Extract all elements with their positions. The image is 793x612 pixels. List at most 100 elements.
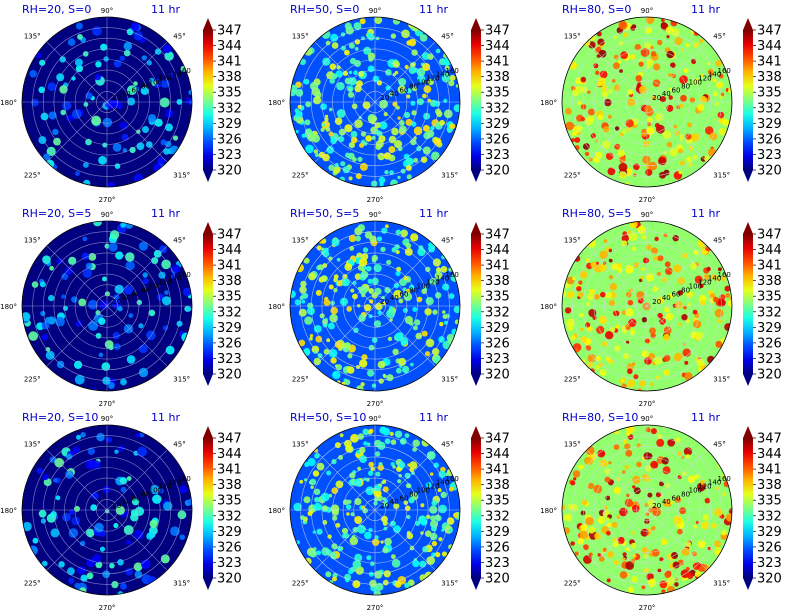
field-blob bbox=[295, 81, 302, 88]
field-blob bbox=[440, 491, 447, 498]
field-blob bbox=[667, 438, 676, 447]
field-blob bbox=[330, 306, 338, 315]
field-blob bbox=[38, 509, 47, 518]
field-blob bbox=[366, 442, 371, 447]
field-blob bbox=[596, 325, 605, 334]
field-blob bbox=[408, 38, 417, 47]
radial-tick-label: 140 bbox=[436, 71, 449, 79]
field-blob bbox=[581, 499, 588, 506]
field-blob bbox=[389, 306, 393, 310]
field-blob bbox=[601, 341, 607, 347]
field-blob bbox=[619, 156, 626, 163]
colorbar-tick-label: 329 bbox=[217, 321, 242, 336]
field-blob bbox=[119, 477, 128, 485]
field-blob bbox=[49, 265, 54, 271]
field-blob bbox=[133, 529, 144, 540]
field-blob bbox=[692, 154, 698, 160]
field-blob bbox=[706, 61, 711, 66]
field-blob bbox=[628, 232, 638, 242]
colorbar-tick-label: 347 bbox=[217, 432, 242, 447]
field-blob bbox=[604, 476, 611, 483]
field-blob bbox=[408, 497, 415, 504]
field-blob bbox=[653, 63, 661, 71]
field-blob bbox=[670, 62, 676, 68]
field-blob bbox=[565, 121, 574, 131]
field-blob bbox=[688, 162, 693, 167]
field-blob bbox=[388, 92, 394, 97]
field-blob bbox=[715, 277, 720, 282]
field-blob bbox=[330, 33, 339, 42]
field-blob bbox=[82, 236, 88, 242]
field-blob bbox=[654, 236, 659, 242]
field-blob bbox=[678, 148, 683, 154]
field-blob bbox=[689, 97, 696, 103]
field-blob bbox=[322, 505, 328, 511]
field-blob bbox=[48, 294, 55, 302]
colorbar-tick-label: 338 bbox=[757, 274, 782, 289]
field-blob bbox=[171, 264, 181, 273]
field-blob bbox=[109, 562, 115, 569]
field-blob bbox=[391, 247, 397, 253]
colorbar-tick-label: 323 bbox=[217, 556, 242, 571]
panel-title: RH=50, S=0 bbox=[290, 3, 359, 16]
angle-tick-label: 90° bbox=[101, 7, 113, 15]
field-blob bbox=[347, 91, 355, 98]
polar-outline bbox=[21, 220, 193, 392]
field-blob bbox=[405, 165, 412, 171]
field-blob bbox=[424, 308, 432, 316]
field-blob bbox=[674, 496, 681, 503]
colorbar-tick-label: 326 bbox=[757, 132, 782, 147]
field-blob bbox=[360, 131, 367, 137]
field-blob bbox=[408, 579, 415, 586]
angle-tick-label: 180° bbox=[0, 507, 17, 515]
angle-tick-label: 135° bbox=[24, 441, 41, 449]
field-blob bbox=[668, 293, 674, 299]
field-blob bbox=[349, 536, 359, 546]
field-blob bbox=[126, 355, 136, 364]
colorbar-tick-label: 326 bbox=[217, 540, 242, 555]
angle-tick-label: 180° bbox=[540, 99, 557, 107]
field-blob bbox=[579, 270, 588, 279]
field-blob bbox=[120, 222, 126, 228]
field-blob bbox=[313, 149, 318, 154]
angle-tick-label: 315° bbox=[713, 579, 730, 587]
field-blob bbox=[699, 283, 704, 289]
field-blob bbox=[665, 267, 673, 275]
field-blob bbox=[397, 85, 406, 94]
colorbar-tick-label: 323 bbox=[217, 352, 242, 367]
colorbar-extend-max bbox=[203, 18, 213, 30]
field-blob bbox=[390, 439, 397, 445]
field-blob bbox=[99, 300, 109, 310]
radial-tick-label: 80 bbox=[681, 490, 690, 498]
colorbar-tick-label: 332 bbox=[485, 509, 510, 524]
field-blob bbox=[334, 117, 343, 125]
field-blob bbox=[627, 230, 632, 234]
field-blob bbox=[404, 370, 408, 374]
field-blob bbox=[686, 291, 693, 298]
field-blob bbox=[68, 256, 77, 265]
field-blob bbox=[138, 241, 148, 251]
field-blob bbox=[434, 100, 441, 107]
field-blob bbox=[691, 58, 697, 64]
radial-tick-label: 160 bbox=[178, 67, 191, 75]
polar-outline bbox=[561, 16, 733, 188]
field-blob bbox=[605, 331, 614, 340]
panel-time-label: 11 hr bbox=[691, 207, 720, 220]
field-blob bbox=[307, 510, 313, 516]
colorbar-extend-min bbox=[203, 578, 213, 590]
field-blob bbox=[386, 309, 395, 319]
field-blob bbox=[599, 369, 607, 377]
field-blob bbox=[85, 459, 95, 470]
field-blob bbox=[673, 264, 682, 273]
field-blob bbox=[368, 289, 374, 294]
field-blob bbox=[45, 350, 55, 360]
polar-spoke bbox=[374, 449, 436, 511]
field-blobs bbox=[562, 425, 732, 595]
colorbar bbox=[203, 234, 213, 374]
field-blob bbox=[357, 156, 363, 162]
field-blob bbox=[371, 135, 376, 140]
colorbar-tick-label: 335 bbox=[485, 494, 510, 509]
radial-tick-label: 120 bbox=[698, 483, 711, 491]
field-blob bbox=[397, 175, 401, 180]
colorbar bbox=[471, 438, 481, 578]
